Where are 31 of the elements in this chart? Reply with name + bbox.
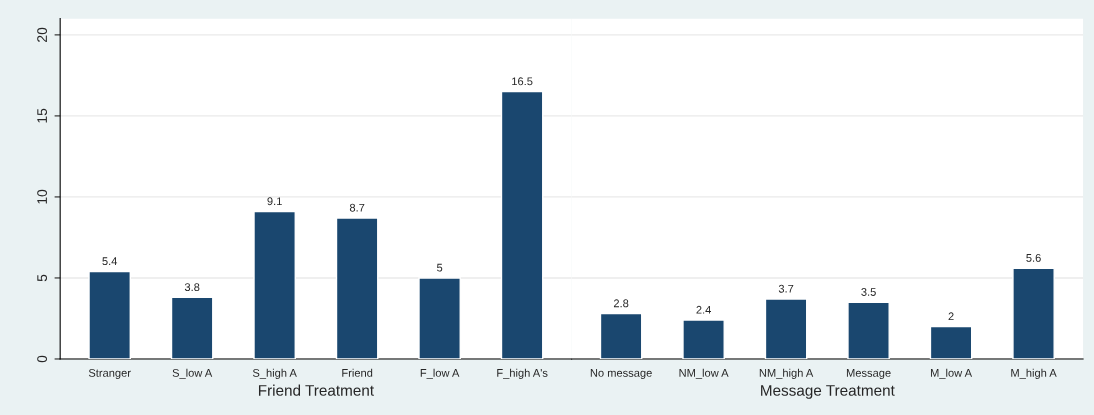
x-tick-label: Message <box>846 369 891 380</box>
x-tick-label: M_low A <box>930 368 973 379</box>
x-axis-title: Message Treatment <box>761 385 895 399</box>
y-tick-label: 20 <box>37 27 48 42</box>
data-label: 5.6 <box>1026 254 1041 262</box>
x-tick-label: F_low A <box>420 368 460 379</box>
y-tick-label: 10 <box>37 189 48 204</box>
data-label: 3.7 <box>778 284 794 293</box>
data-label: 2.4 <box>696 305 711 314</box>
x-tick-label: S_low A <box>172 368 213 379</box>
y-tick-label: 15 <box>37 108 48 123</box>
data-label: 9.1 <box>267 197 282 206</box>
data-label: 2 <box>948 312 954 321</box>
y-tick-label: 5 <box>37 274 48 282</box>
x-tick-label: S_high A <box>252 368 297 380</box>
x-axis-title: Friend Treatment <box>258 384 374 396</box>
x-tick-label: Stranger <box>88 368 131 380</box>
y-tick-label: 0 <box>37 355 48 363</box>
x-tick-label: F_high A's <box>497 368 548 380</box>
data-label: 8.7 <box>349 203 365 212</box>
data-label: 3.5 <box>861 288 876 296</box>
x-tick-label: NM_low A <box>679 368 729 379</box>
x-tick-label: Friend <box>342 368 373 377</box>
data-label: 2.8 <box>613 299 629 308</box>
x-tick-label: No message <box>590 369 652 380</box>
data-label: 16.5 <box>512 77 533 86</box>
x-tick-label: M_high A <box>1011 368 1057 380</box>
data-label: 5.4 <box>102 257 118 266</box>
x-tick-label: NM_high A <box>759 368 814 380</box>
data-label: 3.8 <box>184 283 200 292</box>
data-label: 5 <box>436 263 443 272</box>
